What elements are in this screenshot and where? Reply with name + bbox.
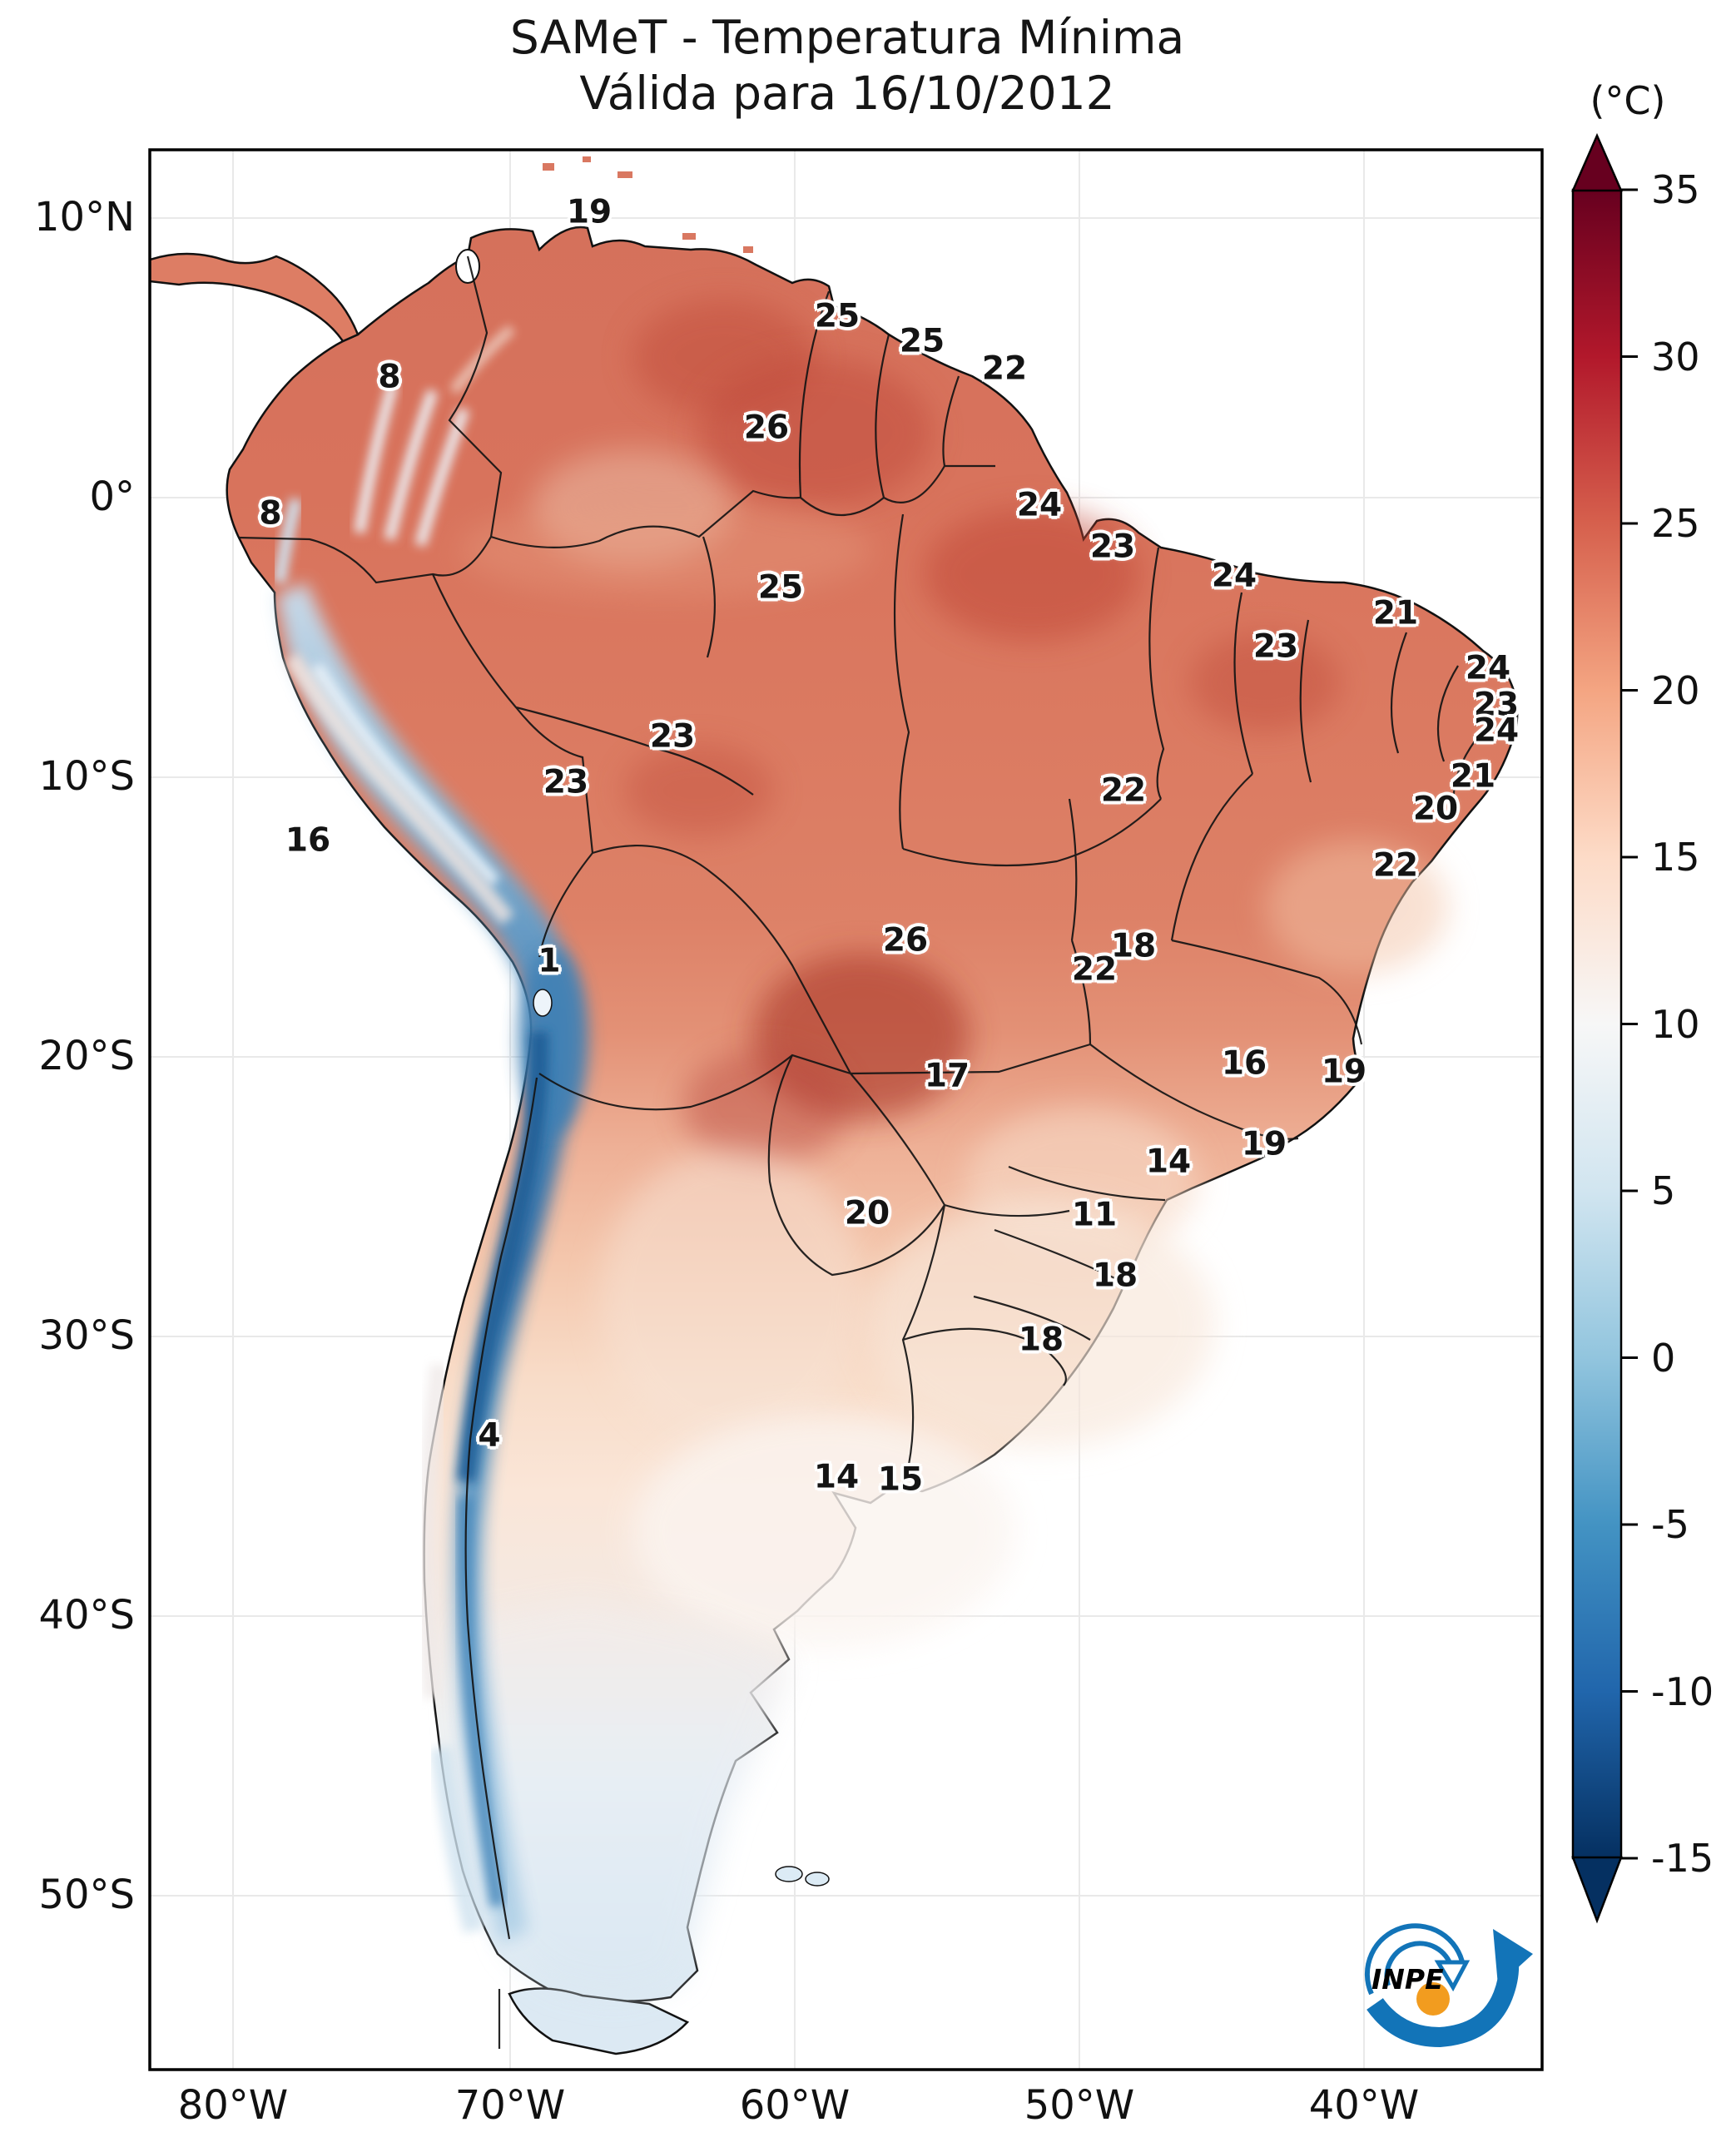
colorbar-tick-label: 0 <box>1651 1335 1676 1381</box>
colorbar-tick-label: 25 <box>1651 501 1700 546</box>
colorbar-tick-label: 35 <box>1651 167 1700 212</box>
inpe-logo-arrow-arc <box>1366 1953 1520 2048</box>
lake-titicaca <box>533 989 553 1017</box>
inpe-logo-text: INPE <box>1371 1963 1444 1996</box>
map-layers <box>150 156 1519 2055</box>
colorbar-tick-label: 5 <box>1651 1168 1676 1213</box>
inpe-logo-inner-swirl <box>1384 1941 1454 1986</box>
colorbar-tick-label: 30 <box>1651 334 1700 379</box>
colorbar-tickmarks <box>1621 188 1638 1860</box>
x-tick-label: 70°W <box>454 2082 566 2129</box>
inpe-logo-arrowhead <box>1493 1929 1533 1986</box>
y-tick-label: 0° <box>89 473 135 520</box>
y-tick-label: 50°S <box>38 1871 135 1918</box>
colorbar-graphic <box>1571 132 1638 1924</box>
title-line-1: SAMeT - Temperatura Mínima <box>509 11 1185 64</box>
inpe-logo-orange-dot <box>1416 1982 1450 2016</box>
panama-strip <box>150 252 360 343</box>
inpe-logo-down-arrow <box>1434 1960 1471 1992</box>
colorbar-tick-label: 20 <box>1651 667 1700 713</box>
colorbar-tick-label: -15 <box>1651 1836 1714 1881</box>
figure-title: SAMeT - Temperatura Mínima Válida para 1… <box>152 10 1542 121</box>
y-tick-label: 10°N <box>34 193 135 240</box>
title-line-2: Válida para 16/10/2012 <box>579 67 1115 120</box>
y-tick-label: 30°S <box>38 1312 135 1359</box>
malvinas-islands <box>775 1866 830 1887</box>
x-tick-label: 40°W <box>1308 2082 1420 2129</box>
colorbar-arrow-down <box>1571 1856 1623 1924</box>
colorbar-tick-label: 15 <box>1651 835 1700 880</box>
caribbean-islands <box>543 156 753 253</box>
colorbar-tick-label: -10 <box>1651 1669 1714 1714</box>
patagonia-cool-region <box>459 1602 791 1997</box>
y-tick-label: 10°S <box>38 752 135 800</box>
x-tick-label: 80°W <box>177 2082 289 2129</box>
inpe-logo: INPE <box>1364 1923 1533 2048</box>
plot-frame <box>148 148 1544 2071</box>
x-tick-label: 60°W <box>739 2082 851 2129</box>
colorbar-tick-label: 10 <box>1651 1001 1700 1047</box>
lakes <box>455 249 553 1017</box>
x-tick-label: 50°W <box>1024 2082 1135 2129</box>
inpe-logo-outer-swirl <box>1364 1923 1466 1996</box>
colorbar-bar <box>1571 188 1623 1860</box>
y-tick-label: 20°S <box>38 1032 135 1079</box>
colorbar-unit-label: (°C) <box>1590 78 1666 123</box>
colorbar-tick-label: -5 <box>1651 1502 1689 1547</box>
colorbar-arrow-up <box>1571 132 1623 192</box>
lake-maracaibo <box>455 249 480 284</box>
y-tick-label: 40°S <box>38 1591 135 1639</box>
tierra-del-fuego <box>508 1987 690 2055</box>
country-borders <box>237 255 1482 2049</box>
temperature-shading <box>458 300 1448 1997</box>
